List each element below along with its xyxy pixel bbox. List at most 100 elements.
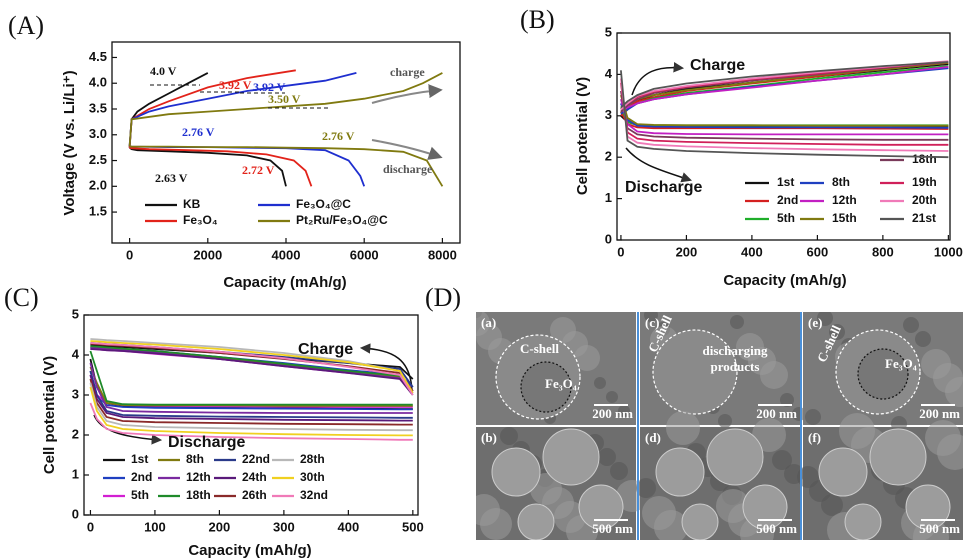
x-tick-label: 400 bbox=[741, 244, 763, 259]
x-tick-label: 2000 bbox=[193, 247, 222, 262]
charge-curve bbox=[90, 340, 414, 394]
arrow bbox=[631, 62, 685, 96]
legend-label: 2nd bbox=[131, 470, 152, 484]
sem-texture bbox=[718, 414, 732, 428]
image-label: (e) bbox=[808, 315, 822, 330]
image-label: (c) bbox=[645, 315, 659, 330]
annotation: 3.92 V bbox=[219, 78, 252, 92]
particle bbox=[578, 484, 624, 530]
image-text: discharging bbox=[702, 343, 768, 358]
annotation: Charge bbox=[690, 57, 745, 74]
legend-label: Fe₃O₄ bbox=[183, 213, 218, 227]
particle bbox=[905, 484, 951, 530]
x-tick-label: 6000 bbox=[350, 247, 379, 262]
discharge-curve bbox=[620, 103, 949, 129]
plot-frame bbox=[616, 32, 951, 241]
legend-label: 26th bbox=[242, 488, 267, 502]
sem-texture bbox=[644, 312, 658, 322]
x-tick-label: 4000 bbox=[272, 247, 301, 262]
y-tick-label: 2.0 bbox=[89, 178, 107, 193]
discharge-curve bbox=[129, 146, 287, 187]
image-text: Fe₃O₄ bbox=[885, 356, 917, 371]
panel-label: (A) bbox=[8, 11, 44, 40]
x-tick-label: 500 bbox=[402, 519, 424, 534]
y-tick-label: 2 bbox=[605, 149, 612, 164]
image-label: (a) bbox=[481, 315, 496, 330]
image-text: Fe₃O₄ bbox=[545, 376, 577, 391]
y-tick-label: 4.5 bbox=[89, 49, 107, 64]
sem-texture bbox=[829, 324, 845, 340]
sem-texture bbox=[915, 331, 931, 347]
legend-label: 1st bbox=[131, 452, 148, 466]
y-tick-label: 3.0 bbox=[89, 126, 107, 141]
discharge-curve bbox=[620, 98, 949, 136]
charge-curve bbox=[128, 72, 357, 147]
legend-label: 12th bbox=[186, 470, 211, 484]
core-outline bbox=[520, 361, 572, 413]
discharge-curve bbox=[129, 146, 313, 187]
discharge-curve bbox=[89, 374, 413, 422]
legend-label: 30th bbox=[300, 470, 325, 484]
panel-label: (D) bbox=[425, 283, 461, 312]
legend-label: 19th bbox=[912, 175, 937, 189]
x-tick-label: 8000 bbox=[428, 247, 457, 262]
legend-label: Fe₃O₄@C bbox=[296, 197, 351, 211]
legend-label: 2nd bbox=[777, 193, 798, 207]
y-tick-label: 0 bbox=[72, 506, 79, 521]
x-tick-label: 0 bbox=[617, 244, 624, 259]
sem-panels bbox=[476, 312, 963, 540]
y-tick-label: 1 bbox=[605, 190, 612, 205]
particle bbox=[681, 503, 719, 540]
annotation: 3.92 V bbox=[253, 80, 286, 94]
legend-label: 8th bbox=[186, 452, 204, 466]
sem-texture bbox=[666, 411, 700, 445]
annotation: discharge bbox=[383, 162, 433, 176]
x-tick-label: 200 bbox=[676, 244, 698, 259]
charge-curve bbox=[620, 61, 949, 109]
image-label: (f) bbox=[808, 430, 821, 445]
x-axis-title: Capacity (mAh/g) bbox=[723, 272, 846, 289]
x-tick-label: 0 bbox=[126, 247, 133, 262]
y-axis-title: Voltage (V vs. Li/Li⁺) bbox=[61, 70, 78, 215]
y-tick-label: 4.0 bbox=[89, 75, 107, 90]
sem-texture bbox=[598, 448, 616, 466]
sem-texture bbox=[797, 466, 819, 488]
sem-texture bbox=[839, 413, 875, 449]
legend-label: 21st bbox=[912, 211, 936, 225]
sem-texture bbox=[925, 420, 961, 456]
particle bbox=[869, 428, 927, 486]
charge-curve bbox=[90, 345, 414, 392]
sem-texture bbox=[550, 317, 576, 343]
discharge-curve bbox=[620, 111, 949, 130]
sem-texture bbox=[921, 349, 951, 379]
sem-texture bbox=[903, 317, 919, 333]
discharge-curve bbox=[89, 370, 413, 419]
image-text: C-shell bbox=[520, 341, 559, 356]
charge-curve bbox=[620, 60, 949, 111]
sem-texture bbox=[642, 496, 676, 530]
legend-label: 32nd bbox=[300, 488, 328, 502]
scale-label: 500 nm bbox=[919, 521, 960, 536]
annotation: Discharge bbox=[625, 179, 702, 196]
discharge-curve bbox=[89, 382, 413, 432]
particle bbox=[844, 503, 882, 540]
sem-texture bbox=[606, 391, 618, 403]
sem-texture bbox=[736, 333, 764, 361]
discharge-curve bbox=[89, 386, 413, 437]
sem-texture bbox=[805, 409, 821, 425]
x-tick-label: 600 bbox=[807, 244, 829, 259]
discharge-curve bbox=[620, 107, 949, 127]
sem-texture bbox=[618, 405, 630, 417]
annotation: 2.72 V bbox=[242, 163, 275, 177]
sem-texture bbox=[817, 312, 833, 326]
particle bbox=[655, 447, 705, 497]
charge-curve bbox=[128, 72, 443, 147]
y-tick-label: 5 bbox=[605, 24, 612, 39]
legend-label: 24th bbox=[242, 470, 267, 484]
particle bbox=[542, 428, 600, 486]
panel-label: (B) bbox=[520, 5, 555, 34]
sem-texture bbox=[500, 427, 518, 445]
image-label: (d) bbox=[645, 430, 661, 445]
legend-label: 12th bbox=[832, 193, 857, 207]
arrow bbox=[371, 84, 443, 104]
